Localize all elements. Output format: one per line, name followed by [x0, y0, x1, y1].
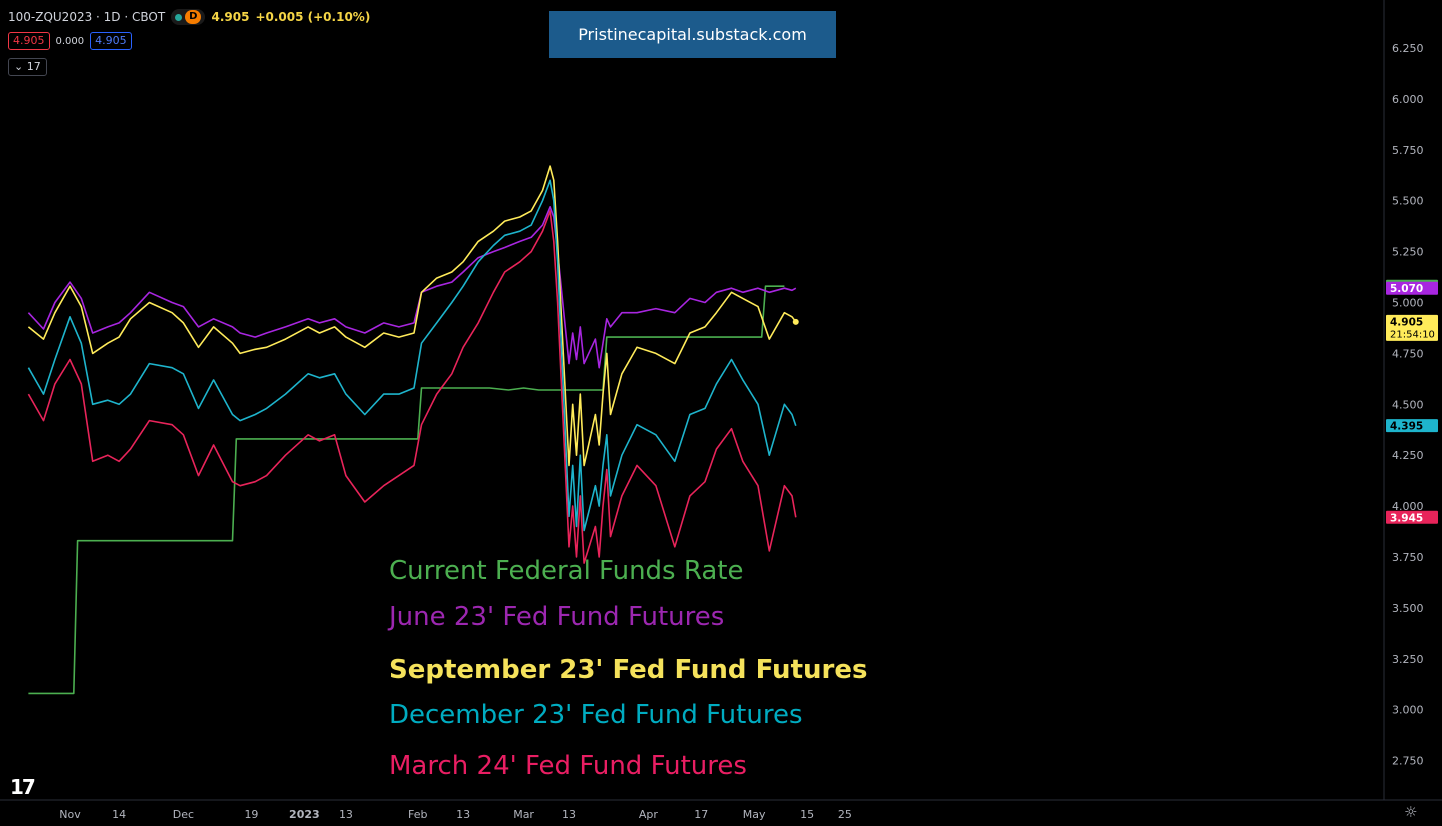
legend-march-24: March 24' Fed Fund Futures	[389, 751, 747, 781]
price-tag	[1386, 510, 1438, 524]
x-tick-label: 2023	[289, 808, 320, 821]
y-tick-label: 5.500	[1392, 195, 1424, 208]
series-line	[28, 285, 785, 695]
x-tick-label: 17	[694, 808, 708, 821]
chevron-down-icon: ⌄	[14, 60, 24, 73]
settings-gear-icon[interactable]: ☼	[1404, 803, 1418, 821]
x-tick-label: May	[743, 808, 766, 821]
market-status[interactable]: D	[171, 9, 206, 25]
x-tick-label: 15	[800, 808, 814, 821]
x-tick-label: Dec	[173, 808, 194, 821]
y-tick-label: 4.750	[1392, 347, 1424, 360]
time-axis[interactable]: Nov 14 Dec 19 2023 13 Feb 13 Mar 13 Apr 17 May 15 25	[59, 808, 852, 821]
x-tick-label: Mar	[513, 808, 534, 821]
price-tag	[1386, 419, 1438, 433]
price-tag	[1386, 281, 1438, 295]
x-tick-label: 13	[456, 808, 470, 821]
y-tick-label: 5.000	[1392, 297, 1424, 310]
sell-price-button[interactable]: 4.905	[8, 32, 50, 50]
y-tick-label: 3.750	[1392, 551, 1424, 564]
price-tag-label: 4.905	[1390, 316, 1423, 328]
spread-value: 0.000	[55, 35, 85, 47]
legend-september-23: September 23' Fed Fund Futures	[389, 655, 868, 685]
series-line	[27, 210, 797, 564]
x-tick-label: 14	[112, 808, 126, 821]
legend-june-23: June 23' Fed Fund Futures	[389, 602, 725, 632]
y-tick-label: 5.250	[1392, 246, 1424, 259]
price-tag-label: 4.395	[1390, 421, 1423, 433]
x-tick-label: Apr	[639, 808, 659, 821]
price-tag-countdown: 21:54:10	[1390, 329, 1435, 340]
y-tick-label: 3.500	[1392, 602, 1424, 615]
y-tick-label: 3.000	[1392, 704, 1424, 717]
y-tick-label: 3.250	[1392, 653, 1424, 666]
buy-price-button[interactable]: 4.905	[90, 32, 132, 50]
series-line	[27, 179, 797, 532]
series-line	[27, 165, 797, 467]
bid-ask-row: 4.905 0.000 4.905	[8, 32, 132, 50]
price-axis[interactable]: 6.250 6.000 5.750 5.500 5.250 5.000 4.750 4.500…	[1392, 42, 1424, 768]
x-tick-label: 25	[838, 808, 852, 821]
watermark-banner: Pristinecapital.substack.com	[549, 11, 836, 58]
y-tick-label: 4.000	[1392, 500, 1424, 513]
legend-december-23: December 23' Fed Fund Futures	[389, 700, 803, 730]
y-tick-label: 6.250	[1392, 42, 1424, 55]
watermark-text: Pristinecapital.substack.com	[578, 25, 807, 44]
x-tick-label: Nov	[59, 808, 81, 821]
interval-badge: D	[185, 10, 202, 24]
y-tick-label: 5.750	[1392, 144, 1424, 157]
price-tag-label: 5.070	[1390, 283, 1423, 295]
last-price: 4.905	[211, 10, 250, 24]
x-tick-label: 19	[244, 808, 258, 821]
y-tick-label: 4.250	[1392, 449, 1424, 462]
price-tag	[1386, 314, 1438, 341]
y-tick-label: 6.000	[1392, 93, 1424, 106]
indicators-count: 17	[26, 60, 41, 73]
x-tick-label: 13	[339, 808, 353, 821]
series-line	[27, 206, 797, 369]
symbol-header[interactable]: 100-ZQU2023 · 1D · CBOT D 4.905 +0.005 (…	[8, 9, 370, 25]
x-tick-label: Feb	[408, 808, 427, 821]
y-tick-label: 4.500	[1392, 398, 1424, 411]
y-tick-label: 2.750	[1392, 755, 1424, 768]
x-tick-label: 13	[562, 808, 576, 821]
price-change: +0.005 (+0.10%)	[255, 10, 371, 24]
legend-fed-funds: Current Federal Funds Rate	[389, 556, 744, 586]
price-tag-label: 3.945	[1390, 512, 1423, 524]
indicators-toggle[interactable]: ⌄ 17	[8, 58, 47, 76]
tradingview-logo-icon[interactable]: 17	[10, 775, 36, 799]
symbol-title[interactable]: 100-ZQU2023 · 1D · CBOT	[8, 10, 166, 24]
market-open-icon	[175, 13, 183, 21]
series-layer	[27, 165, 799, 695]
last-price-dot	[792, 318, 799, 325]
